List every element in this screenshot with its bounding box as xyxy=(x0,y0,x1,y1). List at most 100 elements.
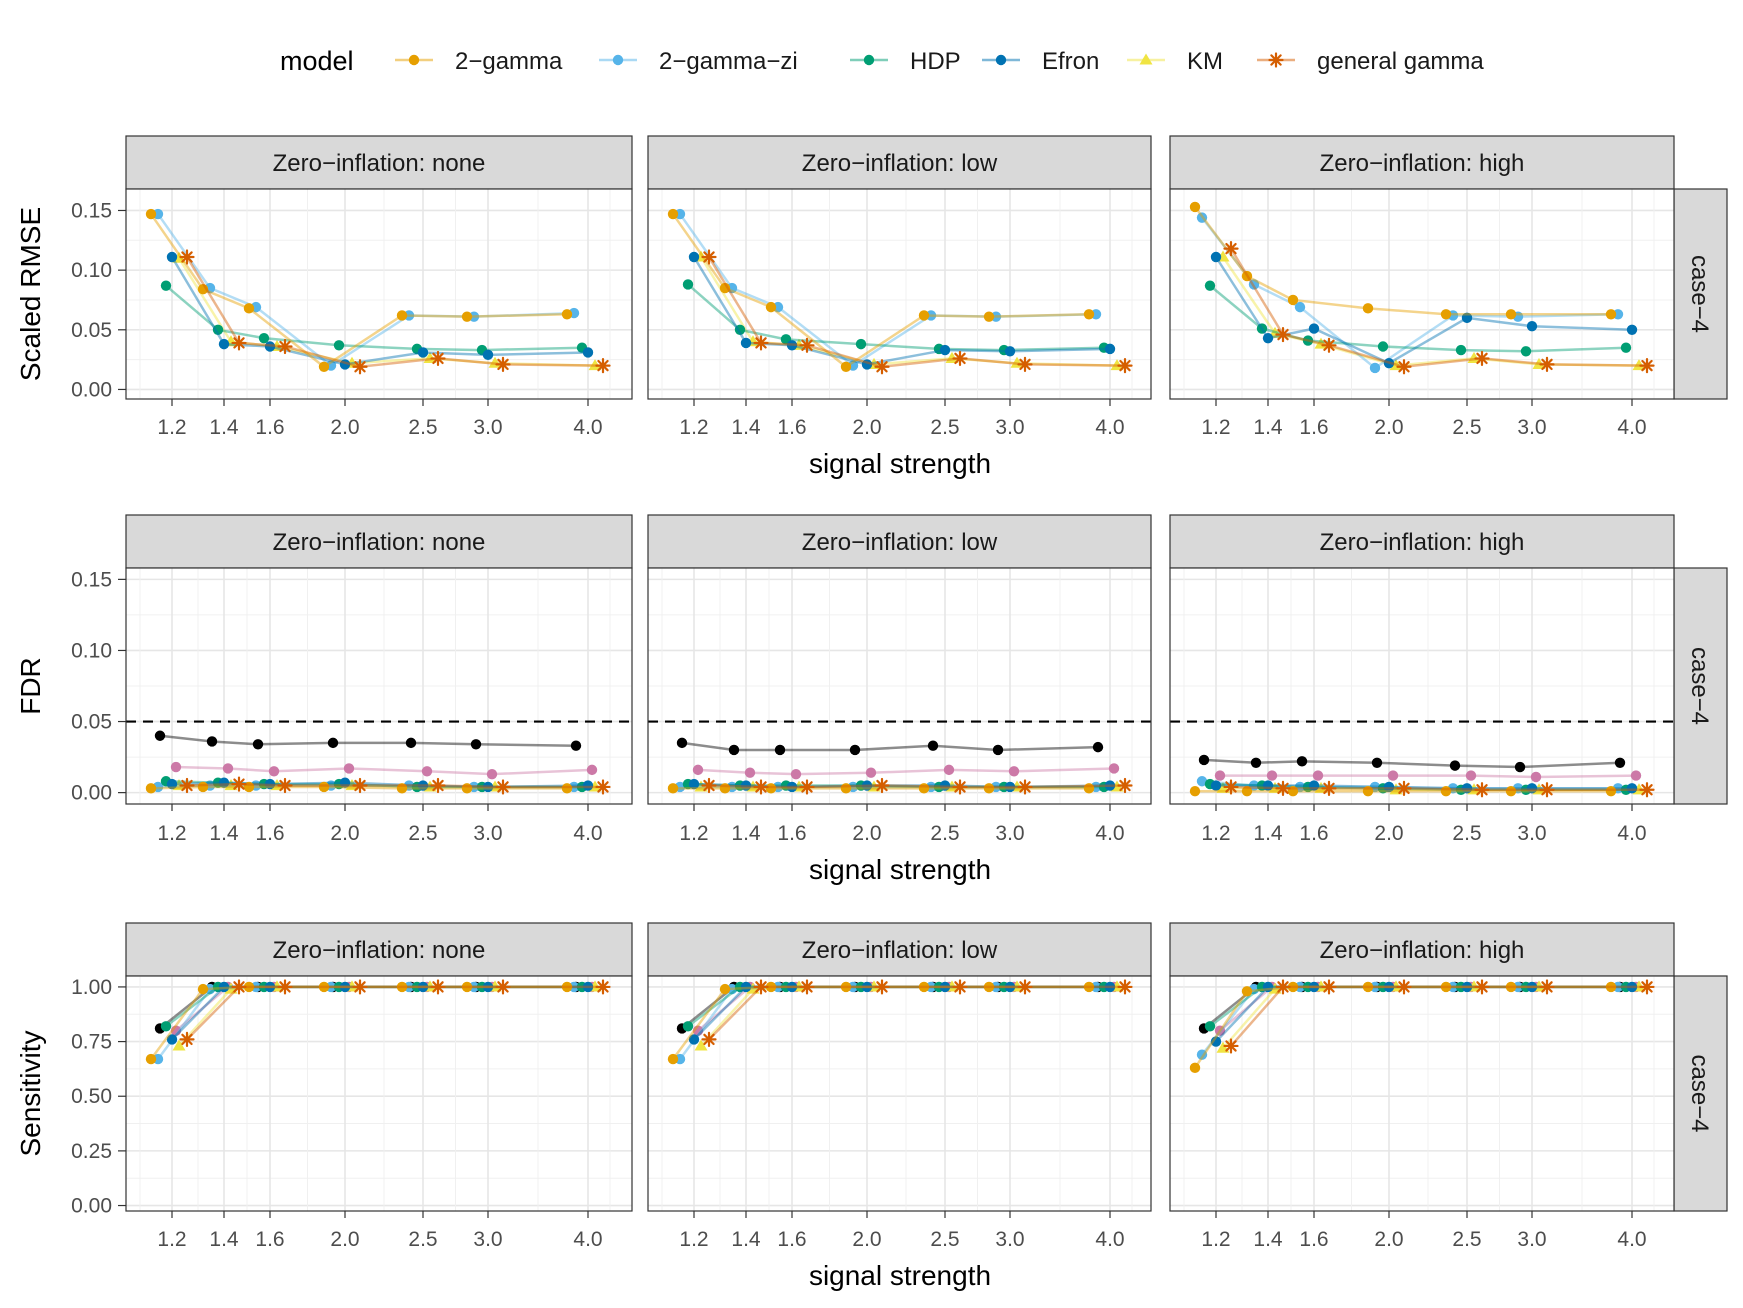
data-point xyxy=(840,361,852,372)
data-point xyxy=(582,347,594,358)
facet-strip-top xyxy=(125,922,633,977)
data-point xyxy=(786,340,798,351)
series-general-gamma xyxy=(701,777,1133,795)
series-2-gamma xyxy=(1189,201,1617,320)
data-point xyxy=(1314,781,1328,793)
data-point xyxy=(1308,780,1320,791)
series-pink xyxy=(170,761,598,780)
x-tick-label: 4.0 xyxy=(1095,822,1124,845)
x-tick-label: 2.0 xyxy=(1374,416,1403,439)
data-point xyxy=(1539,356,1555,372)
facet-panel: Zero−inflation: low 1.2 1.4 1.6 2.0 2.5 3.0 4.0 xyxy=(647,135,1152,439)
data-point xyxy=(1108,763,1120,774)
data-point xyxy=(744,767,756,778)
x-tick-label: 1.2 xyxy=(679,416,708,439)
data-point xyxy=(582,780,594,791)
data-point xyxy=(840,981,852,993)
facet-strip-top xyxy=(1169,514,1675,569)
data-point xyxy=(170,761,182,773)
data-point xyxy=(179,249,195,265)
x-tick-label: 4.0 xyxy=(573,1228,602,1251)
data-point xyxy=(264,981,276,993)
series-2-gamma xyxy=(667,981,1095,1065)
data-point xyxy=(1639,979,1655,995)
data-point xyxy=(1308,981,1320,993)
data-point xyxy=(1396,979,1412,995)
data-point xyxy=(688,778,700,790)
x-tick-label: 1.6 xyxy=(1299,822,1328,845)
data-point xyxy=(1605,786,1617,797)
data-point xyxy=(1004,781,1016,793)
data-point xyxy=(1189,201,1201,213)
series-efron xyxy=(166,251,594,370)
data-point xyxy=(1250,757,1262,768)
facet-strip-top xyxy=(647,514,1152,569)
facet-strip-label: Zero−inflation: none xyxy=(273,937,486,964)
data-point xyxy=(154,730,166,741)
data-point xyxy=(595,779,611,795)
data-point xyxy=(417,347,429,358)
series-efron xyxy=(688,251,1116,370)
data-point xyxy=(1461,783,1473,794)
plot-area xyxy=(648,189,1151,399)
series-general-gamma xyxy=(179,776,611,795)
facet-strip-right xyxy=(1673,975,1728,1212)
data-point xyxy=(1467,351,1481,363)
data-point xyxy=(1396,359,1412,375)
x-tick-label: 4.0 xyxy=(1617,416,1646,439)
panel-border xyxy=(125,975,633,1212)
facet-strip-label: Zero−inflation: high xyxy=(1320,529,1525,556)
data-point xyxy=(333,340,345,351)
data-point xyxy=(1287,294,1299,306)
data-point xyxy=(939,981,951,993)
gridlines xyxy=(126,976,632,1211)
data-point xyxy=(1505,309,1517,320)
data-point xyxy=(1223,1038,1239,1054)
data-point xyxy=(1396,780,1412,796)
series-general-gamma xyxy=(1223,779,1655,798)
x-tick-label: 1.6 xyxy=(255,822,284,845)
x-tick-label: 2.0 xyxy=(852,1228,881,1251)
x-tick-label: 1.4 xyxy=(1253,822,1283,845)
gridlines xyxy=(648,976,1151,1211)
legend-label: general gamma xyxy=(1317,48,1484,75)
legend-item-2-gamma-zi: 2−gamma−zi xyxy=(599,48,798,75)
data-point xyxy=(1008,766,1020,777)
data-point xyxy=(1210,251,1222,263)
data-point xyxy=(1461,981,1473,993)
series-2-gamma xyxy=(1189,981,1617,1074)
data-point xyxy=(765,783,777,794)
data-point xyxy=(1256,323,1268,334)
facet-strip-label: Zero−inflation: high xyxy=(1320,937,1525,964)
panel-border xyxy=(647,567,1152,805)
y-tick-label: 1.00 xyxy=(71,976,112,999)
gridlines xyxy=(1170,976,1674,1211)
data-point xyxy=(1387,770,1399,781)
panel-grid: Scaled RMSE 0.00 0.05 0.10 0.15 signal streng… xyxy=(15,135,1728,1291)
data-point xyxy=(595,357,611,374)
y-tick-label: 0.15 xyxy=(71,199,112,222)
data-point xyxy=(396,981,408,993)
data-point xyxy=(1505,981,1517,993)
facet-strip-right xyxy=(1673,567,1728,805)
data-point xyxy=(983,783,995,794)
data-point xyxy=(561,309,573,320)
series-general-gamma xyxy=(179,249,611,375)
data-point xyxy=(952,779,968,795)
data-point xyxy=(1017,979,1033,995)
data-point xyxy=(1241,786,1253,797)
data-point xyxy=(1268,781,1282,793)
data-point xyxy=(1369,362,1381,374)
x-tick-label: 1.4 xyxy=(731,1228,761,1251)
data-point xyxy=(264,778,276,790)
x-tick-label: 2.5 xyxy=(930,822,959,845)
gridlines xyxy=(1170,568,1674,804)
data-point xyxy=(918,783,930,794)
facet-strip-label: Zero−inflation: low xyxy=(802,150,998,177)
data-point xyxy=(1605,981,1617,993)
data-point xyxy=(166,778,178,790)
x-tick-label: 4.0 xyxy=(573,822,602,845)
x-tick-label: 2.0 xyxy=(330,416,359,439)
data-point xyxy=(667,783,679,794)
x-tick-label: 3.0 xyxy=(995,416,1024,439)
